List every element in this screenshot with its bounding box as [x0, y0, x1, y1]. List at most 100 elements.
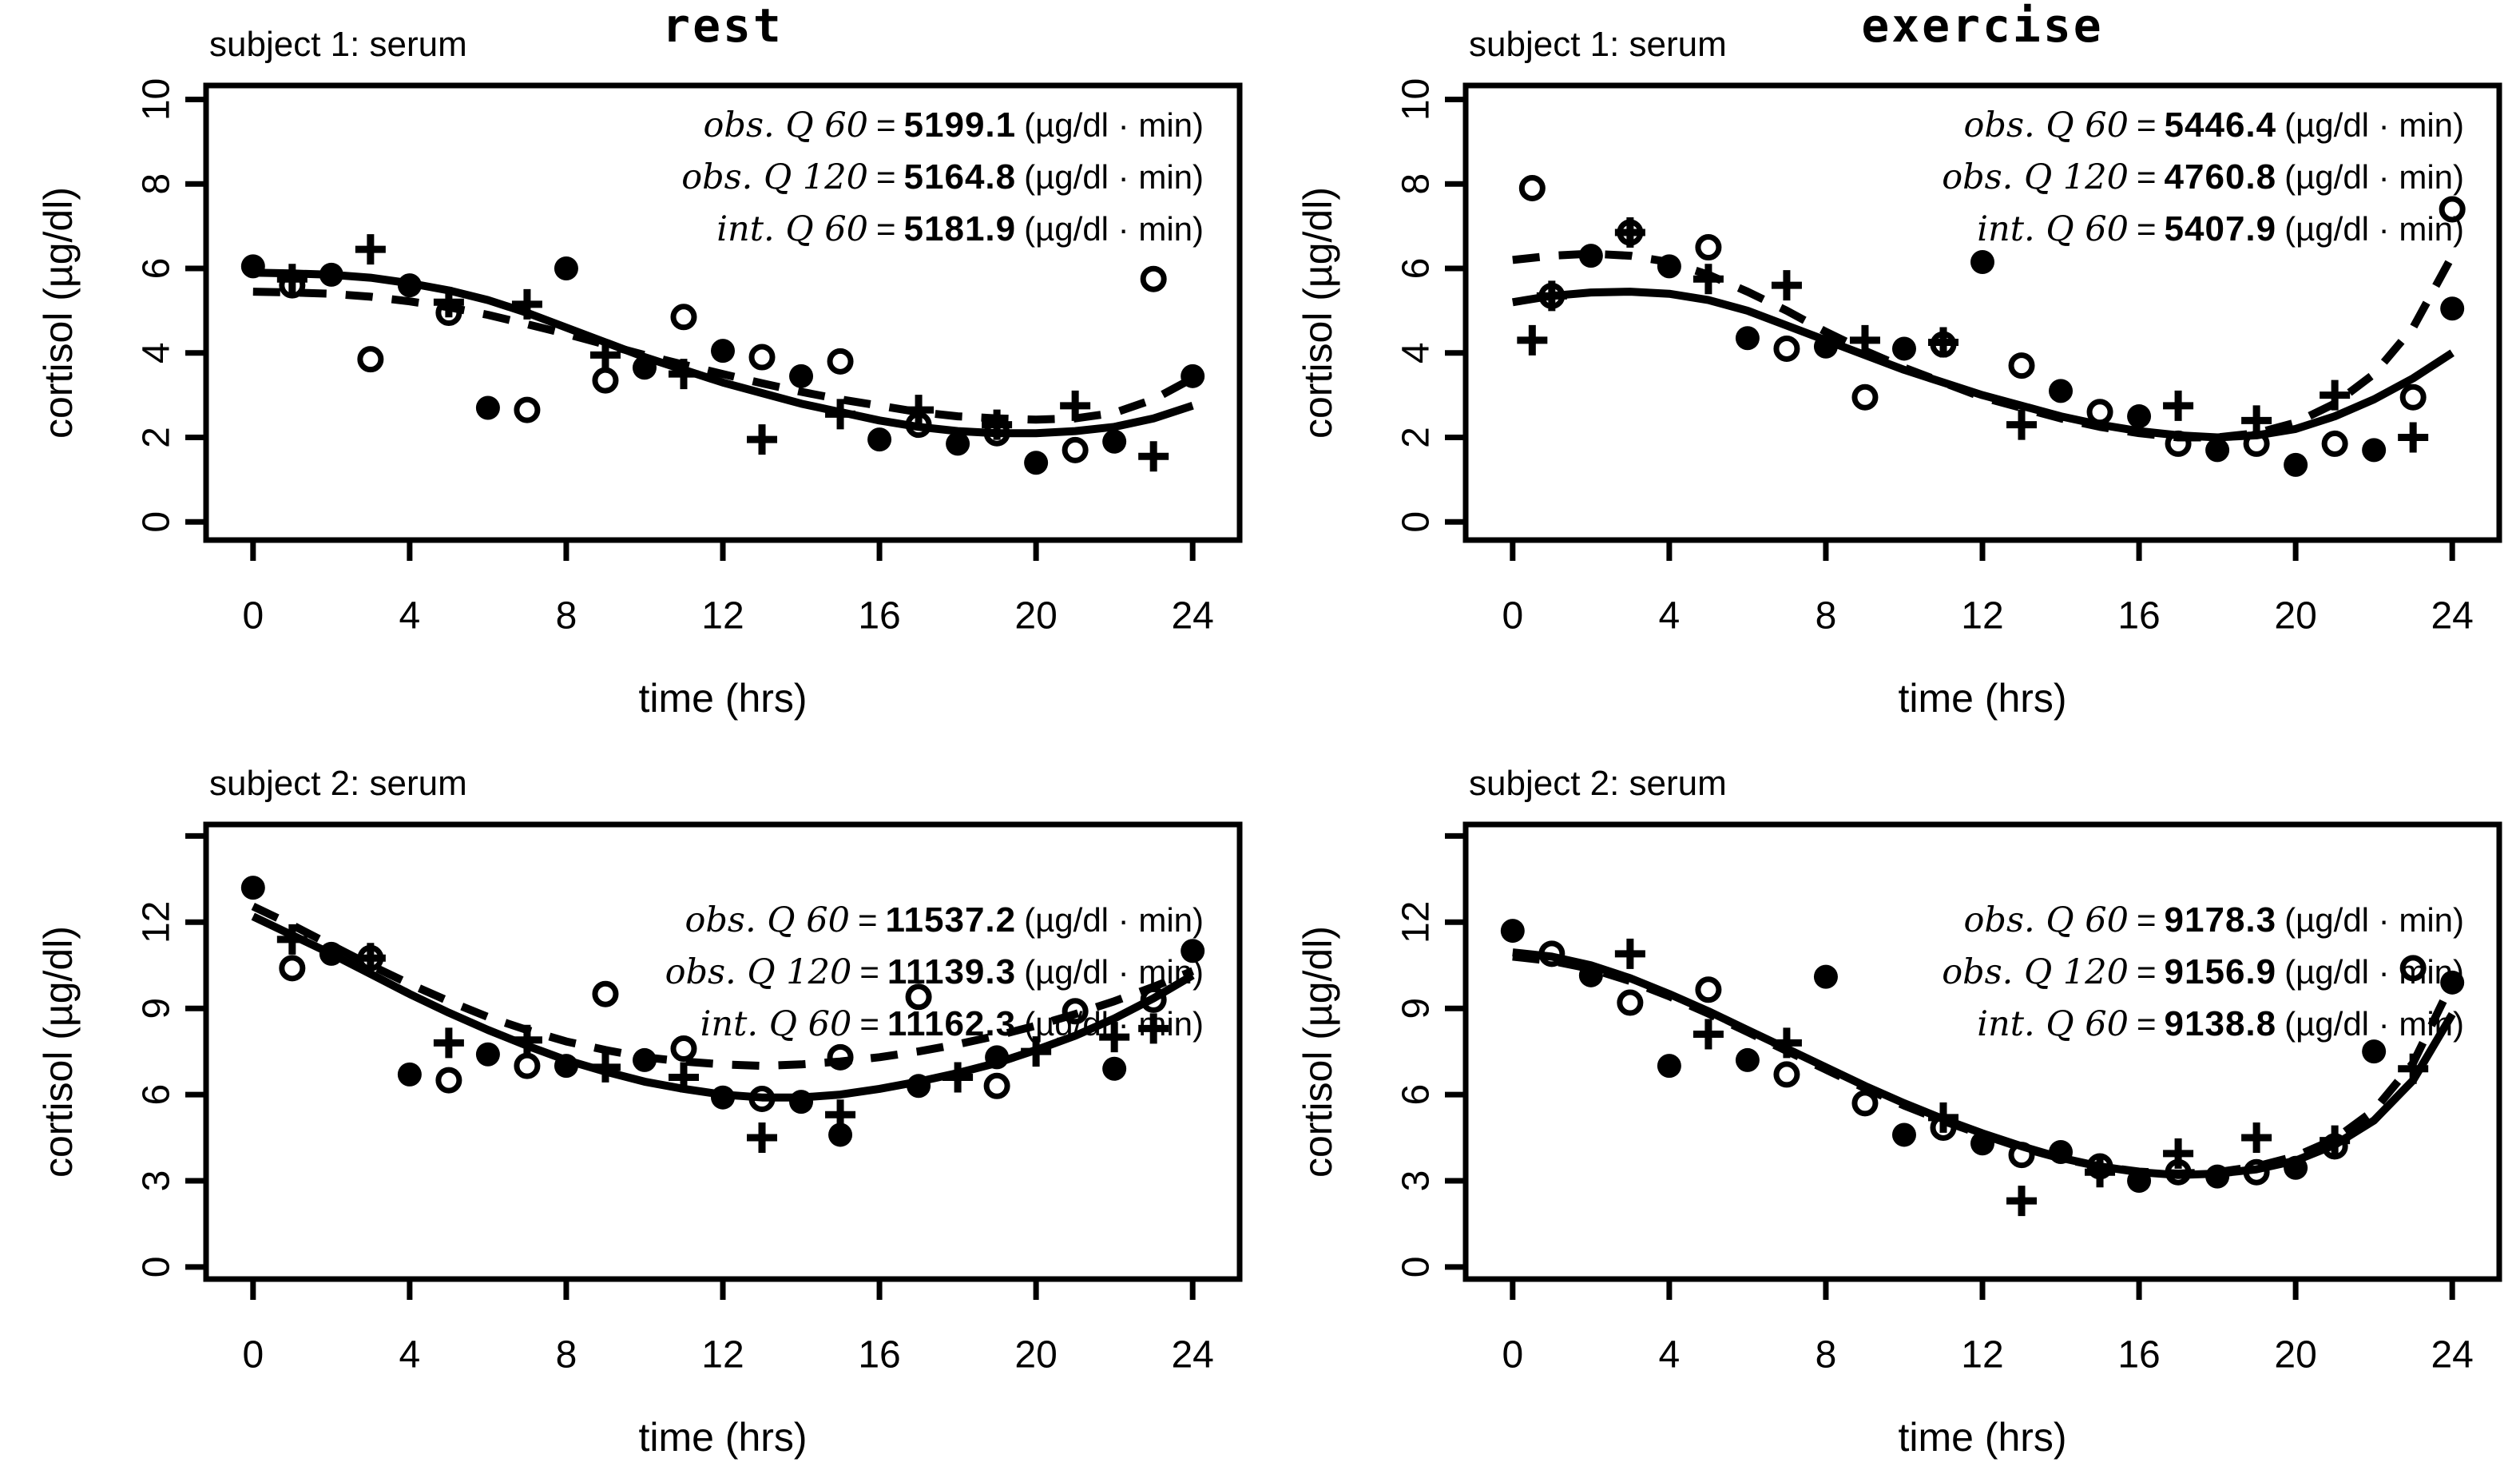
- svg-text:8: 8: [1395, 173, 1438, 195]
- y-axis-title: cortisol (µg/dl): [1296, 187, 1340, 439]
- y-axis-title: cortisol (µg/dl): [1296, 926, 1340, 1178]
- x-axis: 0 4 8 12 16 20 24: [1502, 1279, 2474, 1377]
- svg-text:0: 0: [242, 595, 264, 638]
- svg-text:20: 20: [1014, 595, 1057, 638]
- svg-text:2: 2: [1395, 427, 1438, 448]
- svg-text:3: 3: [1395, 1170, 1438, 1192]
- annotation-line: obs. Q 60 = 5446.4 (µg/dl · min): [1963, 105, 2464, 145]
- annotation-line: int. Q 60 = 9138.8 (µg/dl · min): [1977, 1004, 2464, 1044]
- svg-text:8: 8: [556, 1334, 577, 1377]
- svg-text:12: 12: [701, 595, 744, 638]
- curve-fit-dashed: [252, 288, 1195, 424]
- svg-text:0: 0: [136, 1257, 178, 1278]
- series-interpolated-samples: [1614, 938, 2429, 1217]
- panel-title: exercise: [1861, 0, 2104, 53]
- y-axis: 0 2 4 6 8 10: [136, 78, 206, 533]
- annotation-line: int. Q 60 = 5181.9 (µg/dl · min): [716, 209, 1204, 249]
- y-axis: 0 2 4 6 8 10: [1395, 78, 1466, 533]
- svg-text:12: 12: [1395, 901, 1438, 944]
- svg-text:10: 10: [1395, 78, 1438, 121]
- annotation-line: obs. Q 60 = 9178.3 (µg/dl · min): [1963, 900, 2464, 940]
- curve-fit-dashed: [1512, 249, 2456, 442]
- svg-text:12: 12: [701, 1334, 744, 1377]
- svg-text:4: 4: [399, 1334, 421, 1377]
- svg-text:24: 24: [1171, 595, 1213, 638]
- svg-text:0: 0: [1502, 1334, 1523, 1377]
- annotation-line: int. Q 60 = 5407.9 (µg/dl · min): [1977, 209, 2464, 249]
- annotation-line: obs. Q 60 = 11537.2 (µg/dl · min): [685, 900, 1204, 940]
- annotation-block: obs. Q 60 = 5199.1 (µg/dl · min) obs. Q 120…: [681, 99, 1204, 255]
- x-axis-title: time (hrs): [1898, 676, 2066, 721]
- panel-subject1-rest: 0 4 8 12 16 20 24 time (hrs) 0 2 4 6 8 10 cortisol (µg…: [0, 0, 1260, 739]
- svg-text:0: 0: [1502, 595, 1523, 638]
- series-obs-60min-samples: [240, 254, 1205, 475]
- y-axis: 0 3 6 9 12: [136, 832, 206, 1278]
- panel-subject2-rest: 0 4 8 12 16 20 24 time (hrs) 0 3 6 9 12 cortisol (µg/…: [0, 739, 1260, 1478]
- x-axis-title: time (hrs): [638, 1415, 807, 1460]
- panel-subtitle: subject 2: serum: [1469, 764, 1727, 803]
- svg-text:20: 20: [1014, 1334, 1057, 1377]
- curve-fit-dashed: [1512, 952, 2456, 1178]
- svg-text:16: 16: [2117, 595, 2160, 638]
- x-axis: 0 4 8 12 16 20 24: [242, 1279, 1214, 1377]
- svg-text:9: 9: [136, 998, 178, 1019]
- series-obs-60min-samples: [1578, 244, 2465, 477]
- annotation-block: obs. Q 60 = 9178.3 (µg/dl · min) obs. Q 120…: [1942, 894, 2464, 1050]
- svg-text:9: 9: [1395, 998, 1438, 1019]
- series-obs-60min-samples: [1500, 919, 2465, 1193]
- series-interpolated-samples: [276, 924, 1169, 1154]
- x-axis-title: time (hrs): [638, 676, 807, 721]
- panel-subtitle: subject 1: serum: [209, 25, 467, 64]
- panel-subtitle: subject 1: serum: [1469, 25, 1727, 64]
- panel-subject2-exercise: 0 4 8 12 16 20 24 time (hrs) 0 3 6 9 12 cortisol (µg/…: [1260, 739, 2520, 1478]
- plot-frame: [1462, 821, 2502, 1282]
- panel-title: rest: [662, 0, 784, 53]
- svg-text:12: 12: [1961, 1334, 2003, 1377]
- svg-text:2: 2: [136, 427, 178, 448]
- svg-text:6: 6: [1395, 258, 1438, 280]
- series-interpolated-samples: [1517, 217, 2429, 453]
- svg-text:4: 4: [1659, 1334, 1681, 1377]
- annotation-line: obs. Q 120 = 4760.8 (µg/dl · min): [1942, 157, 2464, 197]
- curve-fit-solid: [1511, 288, 2455, 442]
- series-obs-60min-samples: [240, 876, 1205, 1147]
- y-axis-title: cortisol (µg/dl): [36, 926, 81, 1178]
- svg-text:8: 8: [1816, 595, 1837, 638]
- svg-text:6: 6: [1395, 1084, 1438, 1106]
- svg-text:16: 16: [858, 595, 900, 638]
- svg-text:12: 12: [1961, 595, 2003, 638]
- svg-text:4: 4: [399, 595, 421, 638]
- svg-text:16: 16: [858, 1334, 900, 1377]
- series-obs-120min-samples: [1538, 940, 2427, 1186]
- annotation-block: obs. Q 60 = 11537.2 (µg/dl · min) obs. Q 12…: [665, 894, 1204, 1050]
- svg-text:0: 0: [1395, 1257, 1438, 1278]
- svg-text:24: 24: [1171, 1334, 1213, 1377]
- plot-area-subject2-rest: 0 4 8 12 16 20 24 time (hrs) 0 3 6 9 12 cortisol (µg/…: [36, 821, 1243, 1460]
- annotation-line: int. Q 60 = 11162.3 (µg/dl · min): [700, 1004, 1204, 1044]
- annotation-line: obs. Q 120 = 5164.8 (µg/dl · min): [681, 157, 1204, 197]
- annotation-block: obs. Q 60 = 5446.4 (µg/dl · min) obs. Q 120…: [1942, 99, 2464, 255]
- svg-text:24: 24: [2431, 1334, 2473, 1377]
- x-axis: 0 4 8 12 16 20 24: [1502, 540, 2474, 638]
- annotation-line: obs. Q 60 = 5199.1 (µg/dl · min): [703, 105, 1204, 145]
- svg-text:3: 3: [136, 1170, 178, 1192]
- annotation-line: obs. Q 120 = 11139.3 (µg/dl · min): [665, 952, 1204, 992]
- svg-text:0: 0: [242, 1334, 264, 1377]
- svg-text:8: 8: [556, 595, 577, 638]
- x-axis-title: time (hrs): [1898, 1415, 2066, 1460]
- y-axis-title: cortisol (µg/dl): [36, 187, 81, 439]
- svg-text:20: 20: [2274, 595, 2316, 638]
- svg-text:4: 4: [136, 342, 178, 364]
- svg-text:16: 16: [2117, 1334, 2160, 1377]
- svg-text:6: 6: [136, 258, 178, 280]
- svg-text:10: 10: [136, 78, 178, 121]
- svg-text:0: 0: [1395, 511, 1438, 533]
- panel-subtitle: subject 2: serum: [209, 764, 467, 803]
- svg-text:20: 20: [2274, 1334, 2316, 1377]
- plot-frame: [203, 821, 1243, 1282]
- plot-area-subject2-exercise: 0 4 8 12 16 20 24 time (hrs) 0 3 6 9 12 cortisol (µg/…: [1296, 821, 2502, 1460]
- series-interpolated-samples: [276, 234, 1169, 472]
